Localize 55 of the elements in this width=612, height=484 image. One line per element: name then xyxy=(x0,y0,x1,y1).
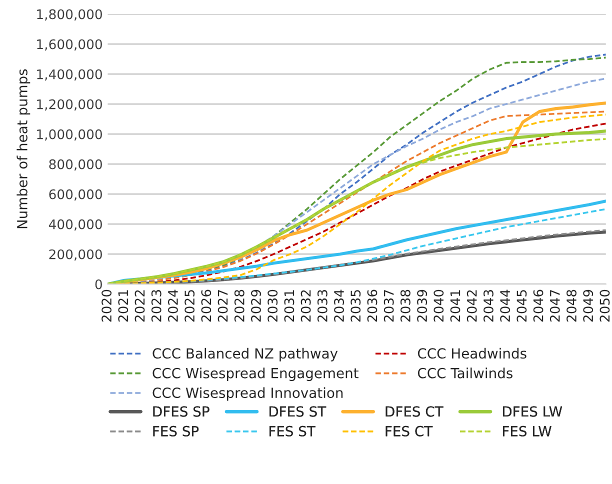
y-tick-label: 400,000 xyxy=(48,219,102,231)
y-tick-label: 0 xyxy=(95,279,102,290)
x-tick-label: 2028 xyxy=(234,290,244,322)
x-tick-label: 2041 xyxy=(450,290,460,322)
x-tick-label: 2042 xyxy=(466,290,477,322)
x-tick-label: 2026 xyxy=(201,290,212,322)
x-tick-label: 2025 xyxy=(184,290,195,322)
x-tick-label: 2037 xyxy=(384,290,394,322)
y-tick-label: 600,000 xyxy=(49,189,102,201)
x-tick-label: 2044 xyxy=(500,290,510,322)
legend-label: CCC Balanced NZ pathway xyxy=(152,348,338,362)
y-tick-label: 800,000 xyxy=(49,159,102,171)
x-tick-label: 2038 xyxy=(400,290,410,322)
x-tick-label: 2040 xyxy=(434,290,444,322)
x-tick-label: 2023 xyxy=(151,290,162,322)
x-tick-label: 2020 xyxy=(102,290,112,322)
legend-label: FES CT xyxy=(386,426,433,436)
legend-label: DFES ST xyxy=(269,406,326,417)
legend-label: CCC Wisespread Innovation xyxy=(152,387,343,401)
x-tick-label: 2045 xyxy=(516,290,527,322)
x-tick-label: 2033 xyxy=(317,290,328,322)
x-tick-label: 2036 xyxy=(367,290,378,322)
x-tick-label: 2035 xyxy=(350,290,361,322)
legend-label: DFES CT xyxy=(386,406,444,417)
legend-label: CCC Wisespread Engagement xyxy=(152,368,358,382)
x-tick-label: 2022 xyxy=(134,290,145,322)
x-tick-label: 2024 xyxy=(168,290,178,322)
x-tick-label: 2021 xyxy=(118,290,128,322)
x-tick-label: 2032 xyxy=(300,290,311,322)
x-tick-label: 2043 xyxy=(483,290,494,322)
y-tick-label: 1,800,000 xyxy=(37,9,102,21)
legend-label: CCC Tailwinds xyxy=(418,368,512,378)
x-tick-label: 2050 xyxy=(600,290,610,322)
legend-label: DFES SP xyxy=(153,406,210,417)
x-tick-label: 2047 xyxy=(550,290,560,322)
legend-label: DFES LW xyxy=(503,406,562,417)
legend-label: FES ST xyxy=(269,426,316,436)
y-tick-label: 1,400,000 xyxy=(37,69,102,81)
x-tick-label: 2030 xyxy=(268,290,278,322)
legend-label: CCC Headwinds xyxy=(418,348,526,359)
x-tick-label: 2046 xyxy=(533,290,544,322)
x-tick-label: 2048 xyxy=(566,290,576,322)
x-tick-label: 2027 xyxy=(218,290,228,322)
y-tick-label: 1,200,000 xyxy=(37,99,102,111)
y-tick-label: 1,600,000 xyxy=(37,39,102,51)
legend-label: FES LW xyxy=(503,426,552,436)
y-tick-label: 1,000,000 xyxy=(37,129,102,141)
x-tick-label: 2049 xyxy=(583,290,594,322)
x-tick-label: 2029 xyxy=(251,290,261,322)
x-tick-label: 2034 xyxy=(334,290,344,322)
x-tick-label: 2039 xyxy=(417,290,428,322)
x-tick-label: 2031 xyxy=(284,290,294,322)
y-tick-label: 200,000 xyxy=(49,249,102,261)
y-axis-title: Number of heat pumps xyxy=(16,69,30,228)
legend-label: FES SP xyxy=(153,426,199,436)
